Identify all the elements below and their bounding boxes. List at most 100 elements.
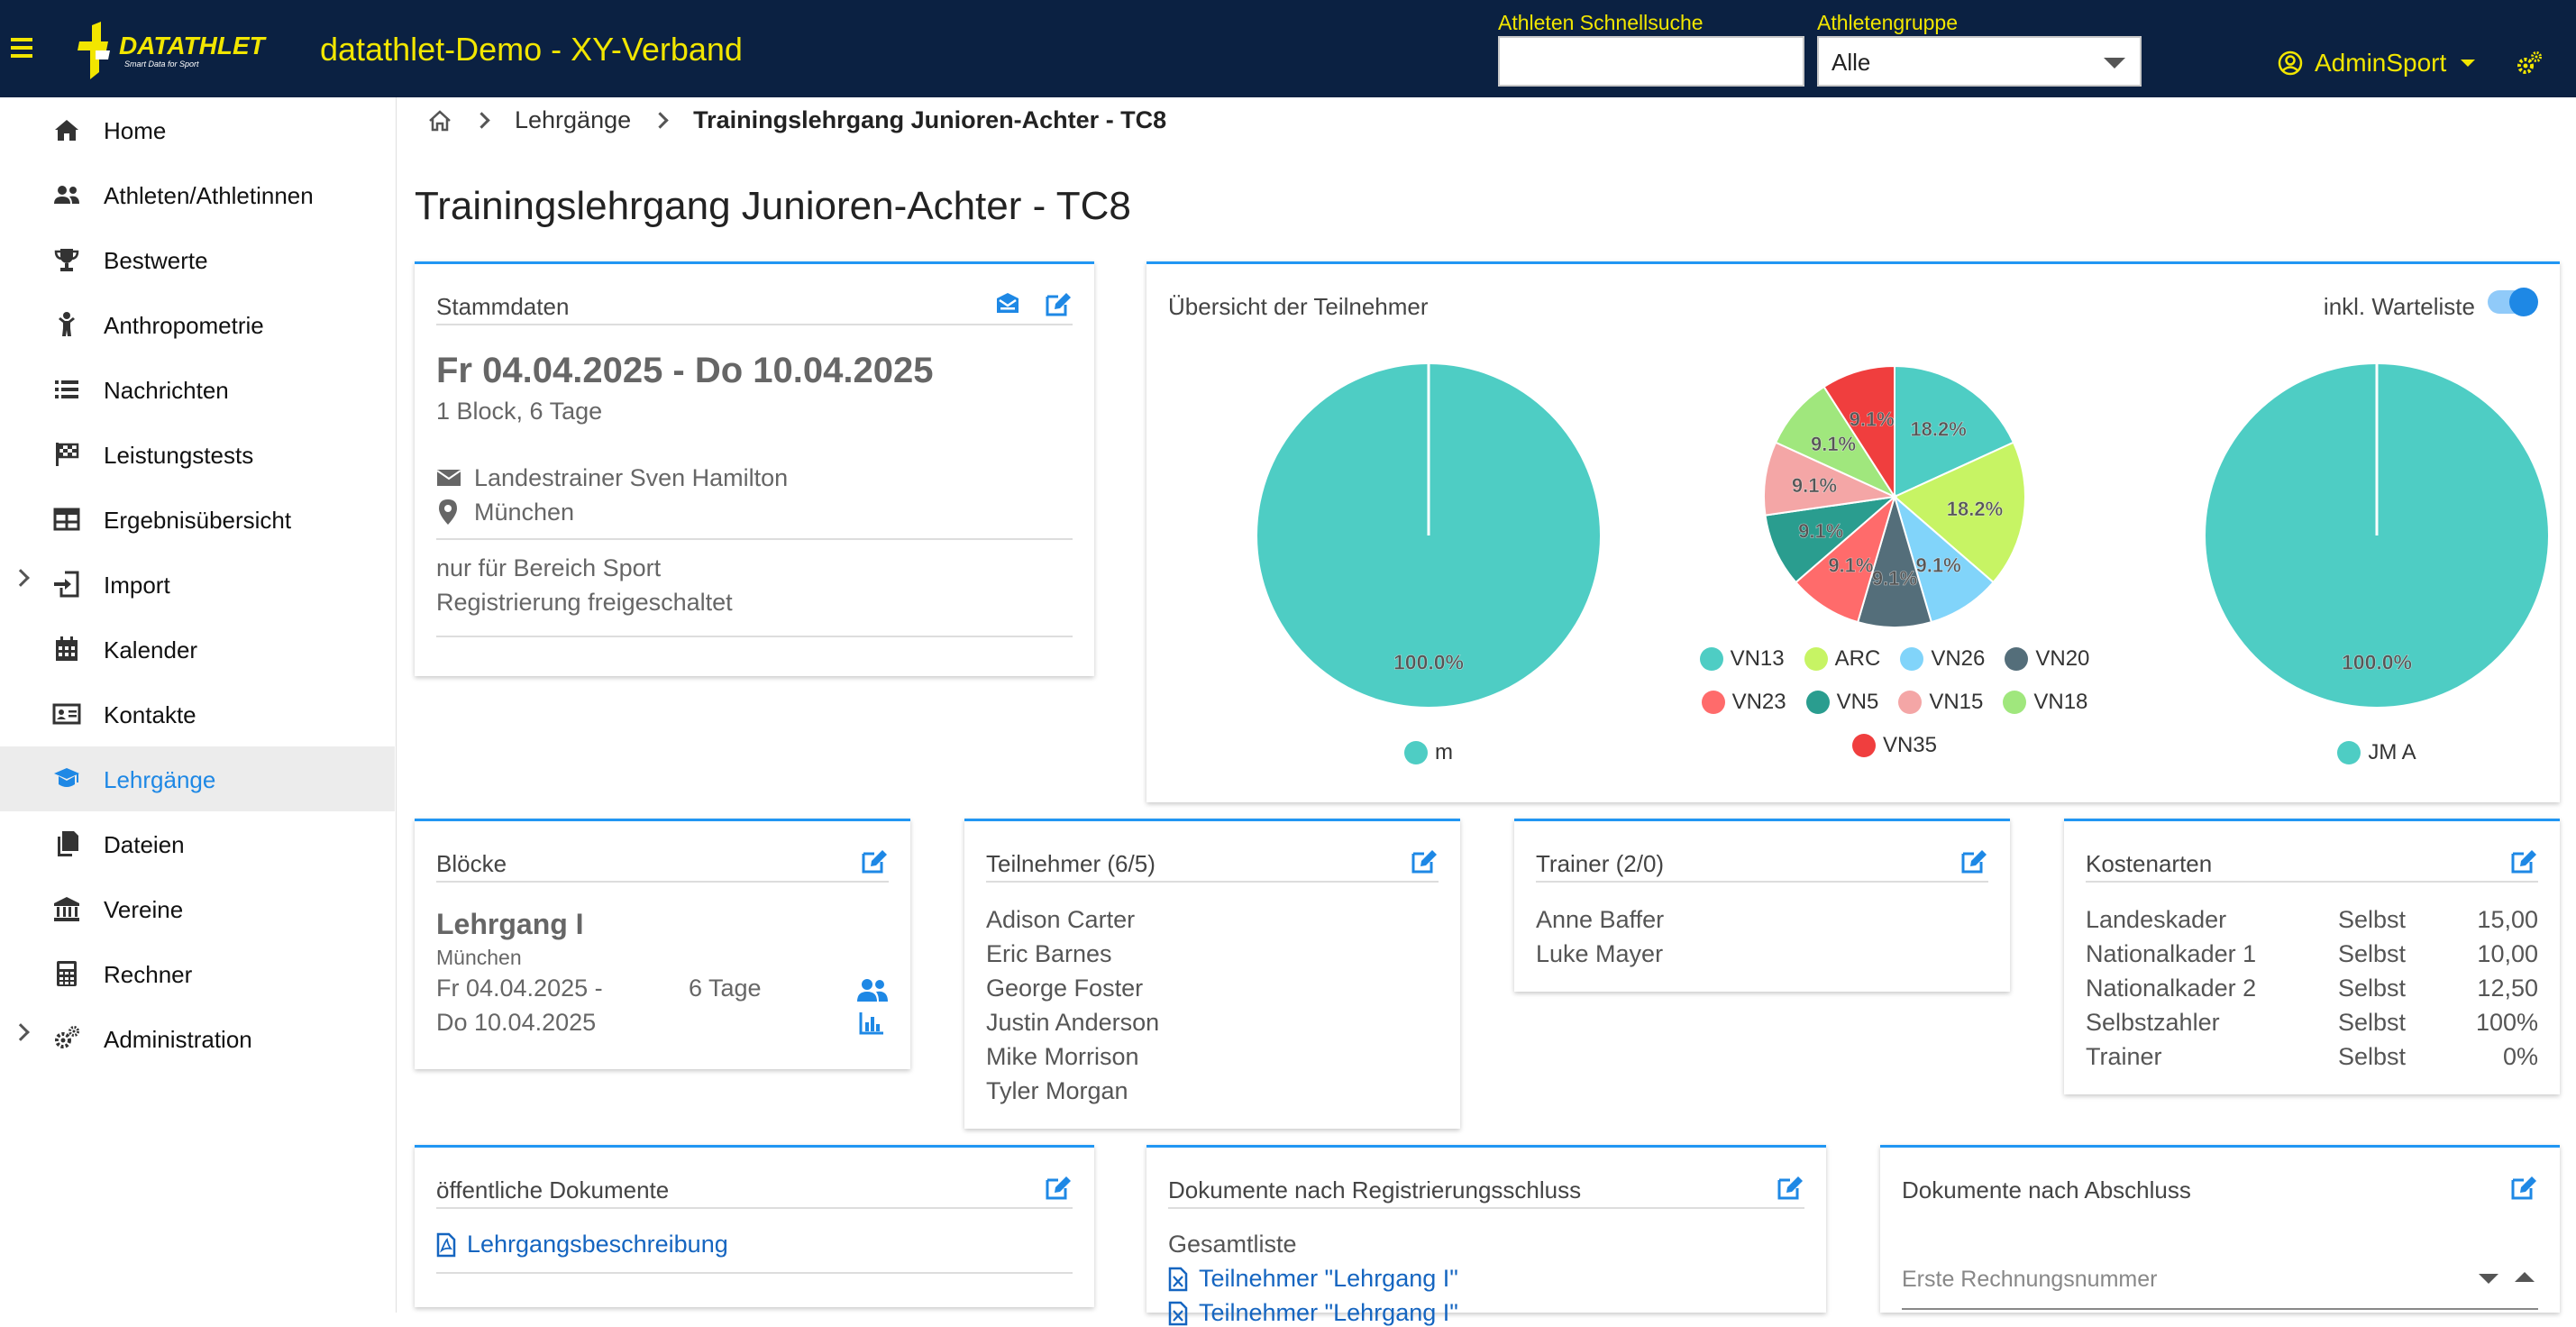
sidebar-item-label: Ergebnisübersicht — [104, 507, 292, 534]
users-icon[interactable] — [856, 976, 889, 1003]
chevron-up-icon[interactable] — [2515, 1272, 2535, 1282]
sidebar-item-dateien[interactable]: Dateien — [0, 811, 395, 876]
sidebar-item-home[interactable]: Home — [0, 97, 395, 162]
legend-item[interactable]: VN23 — [1701, 690, 1786, 715]
legend-item[interactable]: VN18 — [2003, 690, 2087, 715]
cogs-icon[interactable] — [2515, 50, 2544, 83]
sidebar-item-import[interactable]: Import — [0, 552, 395, 617]
card-header: Teilnehmer (6/5) — [986, 843, 1439, 883]
card-title: Stammdaten — [436, 293, 570, 320]
sidebar-item-label: Administration — [104, 1026, 252, 1053]
legend-swatch — [1404, 741, 1428, 764]
pie-slice-VN20[interactable] — [1856, 493, 1933, 628]
legend-item[interactable]: VN15 — [1898, 690, 1983, 715]
legend-row: JM A — [2337, 740, 2416, 765]
legend-item[interactable]: VN26 — [1900, 646, 1985, 672]
chevron-down-icon[interactable] — [2479, 1274, 2498, 1284]
pie-slice-VN5[interactable] — [1764, 495, 1898, 584]
athlete-group-select[interactable]: Alle — [1817, 36, 2142, 87]
edit-icon[interactable] — [1959, 847, 1988, 875]
chart-bar-icon[interactable] — [858, 1011, 885, 1036]
breadcrumb-parent[interactable]: Lehrgänge — [515, 106, 632, 133]
document-section-label: Gesamtliste — [1168, 1231, 1297, 1258]
legend-item[interactable]: m — [1404, 740, 1453, 765]
cogs-icon — [55, 1026, 79, 1048]
chevron-down-icon — [2104, 58, 2125, 69]
sidebar-item-anthropometrie[interactable]: Anthropometrie — [0, 292, 395, 357]
sidebar-item-label: Dateien — [104, 831, 185, 858]
cost-value: 0% — [2502, 1043, 2538, 1070]
child-icon — [59, 312, 75, 336]
pie-data-label: 9.1% — [1811, 433, 1856, 455]
legend-item[interactable]: VN20 — [2005, 646, 2089, 672]
age-class-pie-chart: 100.0% — [2206, 364, 2548, 707]
pie-data-label: 9.1% — [1828, 554, 1873, 577]
sidebar-item-rechner[interactable]: Rechner — [0, 941, 395, 1006]
sidebar-item-leistungstests[interactable]: Leistungstests — [0, 422, 395, 487]
top-bar: DATATHLET Smart Data for Sport datathlet… — [0, 0, 2576, 97]
pie-slice-VN23[interactable] — [1795, 494, 1896, 624]
edit-icon[interactable] — [1776, 1173, 1804, 1202]
card-header: Stammdaten — [436, 286, 1073, 325]
menu-icon[interactable] — [11, 38, 32, 58]
quick-search-input[interactable] — [1498, 36, 1804, 87]
edit-icon[interactable] — [1044, 1173, 1073, 1202]
sidebar-item-ergebnisuebersicht[interactable]: Ergebnisübersicht — [0, 487, 395, 552]
final-documents-card: Dokumente nach Abschluss Erste Rechnungs… — [1880, 1145, 2560, 1313]
legend-item[interactable]: ARC — [1804, 646, 1881, 672]
athlete-group-value: Alle — [1832, 49, 1871, 76]
pie-slice-VN15[interactable] — [1763, 441, 1898, 517]
edit-icon[interactable] — [860, 847, 889, 875]
cost-type: Selbst — [2338, 1009, 2407, 1036]
pie-slice-VN13[interactable] — [1894, 364, 2015, 499]
legend-label: VN5 — [1836, 690, 1879, 714]
pie-data-label: 100.0% — [1393, 651, 1464, 674]
cost-name: Trainer — [2086, 1043, 2162, 1070]
mail-bulk-icon[interactable] — [993, 289, 1022, 318]
invoice-number-select[interactable]: Erste Rechnungsnummer — [1902, 1259, 2538, 1310]
sidebar-item-label: Kalender — [104, 636, 198, 664]
breadcrumb-current: Trainingslehrgang Junioren-Achter - TC8 — [693, 106, 1167, 133]
legend-label: VN13 — [1730, 646, 1785, 671]
sidebar-item-label: Bestwerte — [104, 247, 208, 274]
legend-item[interactable]: JM A — [2337, 740, 2416, 765]
participants-overview-card: Übersicht der Teilnehmer inkl. Wartelist… — [1146, 261, 2560, 802]
document-link[interactable]: Teilnehmer "Lehrgang I" — [1168, 1299, 1458, 1327]
waitlist-toggle[interactable] — [2488, 288, 2538, 316]
pie-slice-VN26[interactable] — [1893, 494, 1995, 624]
sidebar-item-lehrgaenge[interactable]: Lehrgänge — [0, 746, 395, 811]
card-header: Dokumente nach Registrierungsschluss — [1168, 1169, 1804, 1209]
pie-slice-ARC[interactable] — [1893, 441, 2026, 584]
legend-label: ARC — [1834, 646, 1881, 671]
legend-item[interactable]: VN5 — [1805, 690, 1879, 715]
users-icon — [54, 186, 79, 204]
participants-card: Teilnehmer (6/5) Adison Carter Eric Barn… — [964, 819, 1460, 1129]
cost-name: Nationalkader 2 — [2086, 975, 2257, 1002]
sidebar-item-vereine[interactable]: Vereine — [0, 876, 395, 941]
sidebar-item-kalender[interactable]: Kalender — [0, 617, 395, 682]
legend-item[interactable]: VN13 — [1699, 646, 1785, 672]
user-menu[interactable]: AdminSport — [2277, 49, 2476, 78]
sidebar-item-nachrichten[interactable]: Nachrichten — [0, 357, 395, 422]
edit-icon[interactable] — [2509, 1173, 2538, 1202]
document-link[interactable]: Teilnehmer "Lehrgang I" — [1168, 1265, 1458, 1293]
edit-icon[interactable] — [2509, 847, 2538, 875]
course-contact[interactable]: Landestrainer Sven Hamilton — [474, 464, 789, 491]
pie-slice-VN18[interactable] — [1774, 385, 1897, 499]
datathlet-logo[interactable]: DATATHLET Smart Data for Sport — [72, 16, 279, 85]
waitlist-toggle-label: inkl. Warteliste — [2323, 293, 2475, 320]
pie-slice-VN35[interactable] — [1822, 364, 1895, 500]
sidebar-item-kontakte[interactable]: Kontakte — [0, 682, 395, 746]
course-duration: 1 Block, 6 Tage — [436, 398, 603, 425]
home-icon[interactable] — [427, 108, 452, 133]
toggle-knob — [2509, 288, 2538, 316]
participant-name: Eric Barnes — [986, 940, 1112, 967]
sidebar-item-administration[interactable]: Administration — [0, 1006, 395, 1071]
document-link[interactable]: Lehrgangsbeschreibung — [436, 1231, 728, 1258]
edit-icon[interactable] — [1410, 847, 1439, 875]
edit-icon[interactable] — [1044, 289, 1073, 318]
sidebar-item-athleten[interactable]: Athleten/Athletinnen — [0, 162, 395, 227]
sidebar-item-bestwerte[interactable]: Bestwerte — [0, 227, 395, 292]
legend-item[interactable]: VN35 — [1851, 733, 1937, 758]
sidebar-item-label: Home — [104, 117, 167, 144]
